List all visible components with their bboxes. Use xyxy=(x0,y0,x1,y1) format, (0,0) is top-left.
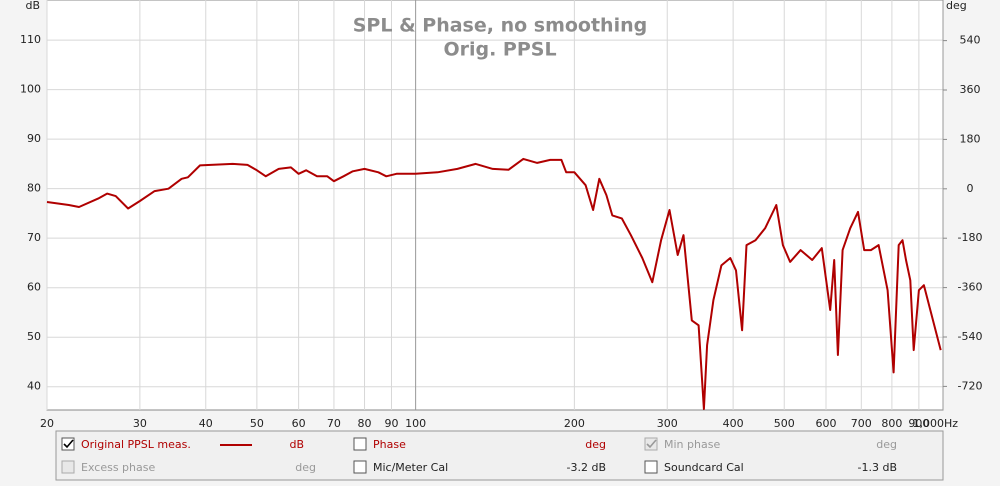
x-tick-label: 1,000 xyxy=(913,417,945,430)
control-value: -3.2 dB xyxy=(567,461,607,474)
x-tick-label: 60 xyxy=(292,417,306,430)
x-tick-label: 800 xyxy=(881,417,902,430)
y-tick-label: 100 xyxy=(20,83,41,96)
y-tick-label: 50 xyxy=(27,330,41,343)
x-tick-label: 700 xyxy=(851,417,872,430)
x-tick-label: 200 xyxy=(564,417,585,430)
control-label: Phase xyxy=(373,438,406,451)
y-tick-label: 80 xyxy=(27,182,41,195)
y2-tick-label: 180 xyxy=(960,132,981,145)
checkbox[interactable] xyxy=(61,460,75,474)
control-label: Soundcard Cal xyxy=(664,461,744,474)
control-label: Mic/Meter Cal xyxy=(373,461,448,474)
x-tick-label: 500 xyxy=(774,417,795,430)
checkbox[interactable] xyxy=(644,437,658,451)
y2-tick-label: -720 xyxy=(958,379,983,392)
control-unit: deg xyxy=(876,438,897,451)
plot-area xyxy=(46,0,944,411)
control-label: Excess phase xyxy=(81,461,155,474)
y-tick-label: 60 xyxy=(27,281,41,294)
y2-tick-label: -180 xyxy=(958,231,983,244)
y2-axis-label: deg xyxy=(946,0,967,12)
y2-tick-label: -540 xyxy=(958,330,983,343)
x-tick-label: 50 xyxy=(250,417,264,430)
x-unit: Hz xyxy=(944,417,958,430)
x-tick-label: 600 xyxy=(816,417,837,430)
x-tick-label: 900 xyxy=(908,417,929,430)
control-unit: dB xyxy=(289,438,304,451)
x-tick-label: 80 xyxy=(358,417,372,430)
x-tick-label: 100 xyxy=(405,417,426,430)
y-tick-label: 110 xyxy=(20,33,41,46)
controls-panel: Original PPSL meas. dB Phase deg Min pha… xyxy=(55,430,944,481)
control-value: -1.3 dB xyxy=(858,461,898,474)
x-tick-label: 90 xyxy=(384,417,398,430)
control-unit: deg xyxy=(585,438,606,451)
checkbox[interactable] xyxy=(644,460,658,474)
y-axis-label: dB xyxy=(25,0,40,12)
y2-tick-label: 360 xyxy=(960,83,981,96)
x-tick-label: 40 xyxy=(199,417,213,430)
y2-tick-label: 0 xyxy=(967,182,974,195)
chart-subtitle: Orig. PPSL xyxy=(443,39,556,61)
y-tick-label: 70 xyxy=(27,231,41,244)
series-line xyxy=(46,157,942,410)
y-tick-label: 90 xyxy=(27,132,41,145)
y2-tick-label: 540 xyxy=(960,34,981,47)
x-tick-label: 300 xyxy=(657,417,678,430)
checkbox[interactable] xyxy=(61,437,75,451)
x-tick-label: 400 xyxy=(723,417,744,430)
control-unit: deg xyxy=(295,461,316,474)
x-tick-label: 70 xyxy=(327,417,341,430)
x-tick-label: 30 xyxy=(133,417,147,430)
y2-tick-label: -360 xyxy=(958,281,983,294)
chart-title: SPL & Phase, no smoothing xyxy=(353,15,647,37)
control-label: Original PPSL meas. xyxy=(81,438,191,451)
checkbox[interactable] xyxy=(353,437,367,451)
y-tick-label: 40 xyxy=(27,380,41,393)
control-label: Min phase xyxy=(664,438,720,451)
x-tick-label: 20 xyxy=(40,417,54,430)
checkbox[interactable] xyxy=(353,460,367,474)
